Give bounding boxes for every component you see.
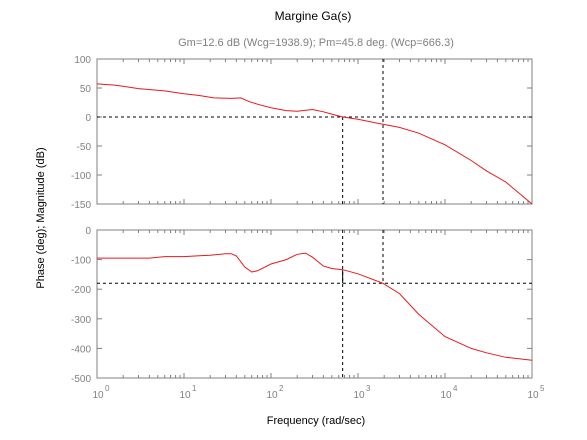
magnitude-panel: 100 50 0 -50 -100 -150: [71, 55, 533, 211]
magnitude-y-ticks: 100 50 0 -50 -100 -150: [71, 55, 532, 211]
phase-y-tick-label: -400: [71, 344, 91, 355]
x-tick-exponent: 3: [366, 384, 371, 393]
x-tick-exponent: 2: [279, 384, 284, 393]
x-axis-label: Frequency (rad/sec): [267, 415, 365, 427]
magnitude-y-tick-label: 50: [80, 84, 92, 95]
x-tick-label: 10: [440, 390, 452, 401]
phase-y-tick-label: 0: [85, 226, 91, 237]
magnitude-y-tick-label: 0: [85, 113, 91, 124]
x-tick-label: 10: [266, 390, 278, 401]
phase-y-tick-label: -500: [71, 374, 91, 385]
magnitude-y-tick-label: -50: [77, 142, 92, 153]
phase-x-ticks: [122, 230, 529, 378]
phase-margin-markers: [97, 230, 532, 378]
phase-y-tick-label: -200: [71, 285, 91, 296]
x-tick-exponent: 5: [540, 384, 545, 393]
magnitude-y-tick-label: -100: [71, 171, 91, 182]
magnitude-y-tick-label: 100: [74, 55, 91, 66]
chart-subtitle: Gm=12.6 dB (Wcg=1938.9); Pm=45.8 deg. (W…: [178, 37, 454, 49]
x-tick-label: 10: [353, 390, 365, 401]
phase-y-tick-label: -300: [71, 315, 91, 326]
chart-title: Margine Ga(s): [275, 9, 352, 23]
x-tick-exponent: 1: [192, 384, 197, 393]
magnitude-margin-markers: [97, 59, 532, 204]
x-tick-exponent: 4: [453, 384, 458, 393]
phase-panel: 0 -100 -200 -300 -400 -500: [71, 226, 533, 385]
magnitude-x-ticks: [122, 59, 529, 204]
phase-y-tick-label: -100: [71, 256, 91, 267]
x-tick-label: 10: [92, 390, 104, 401]
y-axis-label: Phase (deg); Magnitude (dB): [35, 147, 47, 288]
x-tick-label: 10: [179, 390, 191, 401]
phase-y-ticks: 0 -100 -200 -300 -400 -500: [71, 226, 532, 385]
phase-plot-frame: [96, 229, 533, 379]
magnitude-curve: [96, 83, 533, 205]
x-tick-label: 10: [527, 390, 539, 401]
magnitude-y-tick-label: -150: [71, 200, 91, 211]
phase-curve: [97, 252, 533, 361]
x-tick-exponent: 0: [105, 384, 110, 393]
magnitude-plot-frame: [96, 58, 533, 205]
